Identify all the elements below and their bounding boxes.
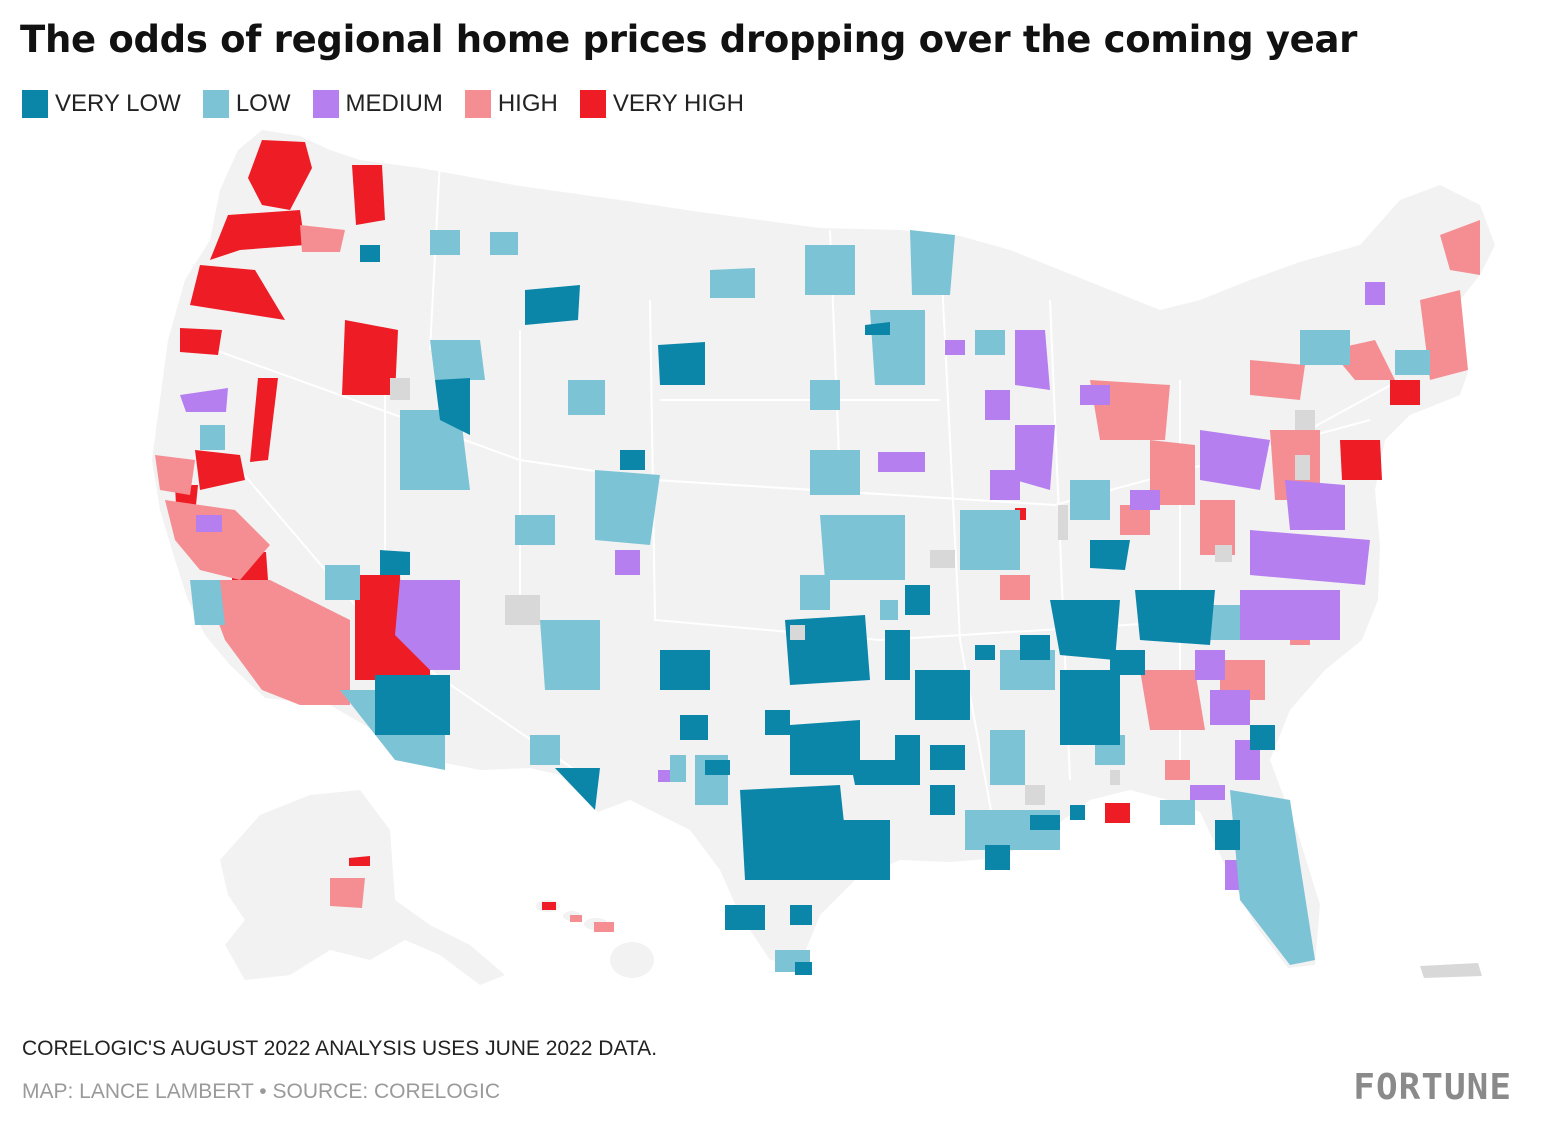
legend-item-high: HIGH (464, 90, 558, 118)
legend: VERY LOW LOW MEDIUM HIGH VERY HIGH (22, 90, 744, 118)
us-metro-map (152, 130, 1495, 985)
legend-item-low: LOW (202, 90, 291, 118)
metro-high (155, 220, 1480, 932)
legend-swatch-low (202, 90, 229, 118)
metro-very-low (360, 245, 1275, 975)
legend-label-low: LOW (235, 90, 291, 117)
legend-swatch-high (464, 90, 491, 118)
data-note: CORELOGIC'S AUGUST 2022 ANALYSIS USES JU… (22, 1037, 658, 1060)
legend-swatch-medium (312, 90, 339, 118)
fortune-logo: FORTUNE (1353, 1067, 1512, 1108)
legend-label-medium: MEDIUM (345, 90, 443, 117)
legend-swatch-very-high (579, 90, 606, 118)
legend-label-high: HIGH (497, 90, 558, 117)
source-credit: MAP: LANCE LAMBERT • SOURCE: CORELOGIC (22, 1080, 501, 1103)
legend-item-very-high: VERY HIGH (579, 90, 744, 118)
legend-item-medium: MEDIUM (312, 90, 443, 118)
legend-item-very-low: VERY LOW (22, 90, 181, 118)
hawaii (536, 900, 654, 978)
legend-swatch-very-low (22, 90, 48, 118)
legend-label-very-high: VERY HIGH (612, 90, 744, 117)
metro-no-data (390, 378, 1315, 805)
map-title: The odds of regional home prices droppin… (20, 18, 1358, 61)
legend-label-very-low: VERY LOW (55, 90, 181, 117)
puerto-rico (1420, 963, 1482, 978)
